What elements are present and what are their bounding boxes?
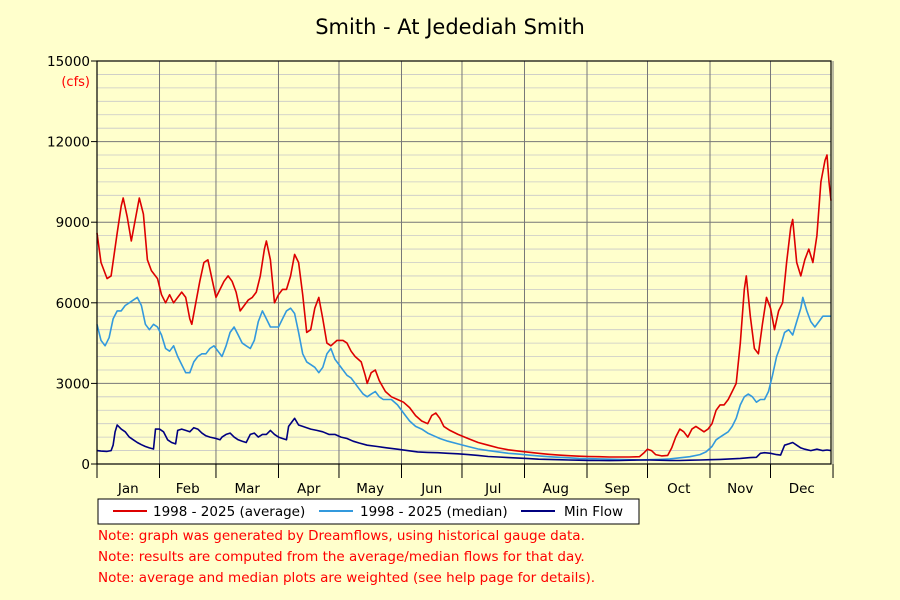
x-tick-label-jul: Jul (484, 481, 501, 497)
y-tick-label: 6000 (56, 296, 90, 312)
x-tick-label-may: May (356, 481, 384, 497)
x-tick-label-apr: Apr (297, 481, 321, 497)
legend-label-median: 1998 - 2025 (median) (360, 504, 508, 520)
x-tick-label-aug: Aug (543, 481, 569, 497)
y-tick-label: 12000 (47, 135, 90, 151)
axis-layer: Jan Feb Mar Apr May Jun Jul Aug Sep Oct Nov Dec 0 300… (47, 54, 834, 497)
plot-frame (96, 60, 832, 465)
series-line-min-flow (96, 417, 832, 462)
legend: 1998 - 2025 (average) 1998 - 2025 (media… (97, 498, 640, 525)
x-tick-label-oct: Oct (667, 481, 690, 497)
series-line-median (96, 296, 831, 461)
note-line-3: Note: average and median plots are weigh… (98, 570, 596, 586)
note-line-1: Note: graph was generated by Dreamflows,… (98, 528, 585, 544)
x-tick-label-nov: Nov (727, 481, 753, 497)
x-tick-label-mar: Mar (234, 481, 260, 497)
grid-layer (96, 60, 834, 465)
series-layer (96, 154, 832, 462)
x-tick-label-sep: Sep (605, 481, 630, 497)
note-line-2: Note: results are computed from the aver… (98, 549, 585, 565)
y-tick-label: 0 (81, 457, 90, 473)
y-tick-label: 3000 (56, 376, 90, 392)
x-tick-label-feb: Feb (176, 481, 200, 497)
series-line-average (96, 154, 832, 458)
legend-label-average: 1998 - 2025 (average) (153, 504, 305, 520)
y-tick-label: 9000 (56, 215, 90, 231)
x-tick-label-jun: Jun (420, 481, 442, 497)
chart-title: Smith - At Jedediah Smith (315, 15, 585, 39)
x-tick-label-dec: Dec (789, 481, 815, 497)
x-tick-label-jan: Jan (117, 481, 139, 497)
y-axis-unit-label: (cfs) (61, 75, 90, 90)
legend-label-min-flow: Min Flow (564, 504, 623, 520)
y-tick-label: 15000 (47, 54, 90, 70)
